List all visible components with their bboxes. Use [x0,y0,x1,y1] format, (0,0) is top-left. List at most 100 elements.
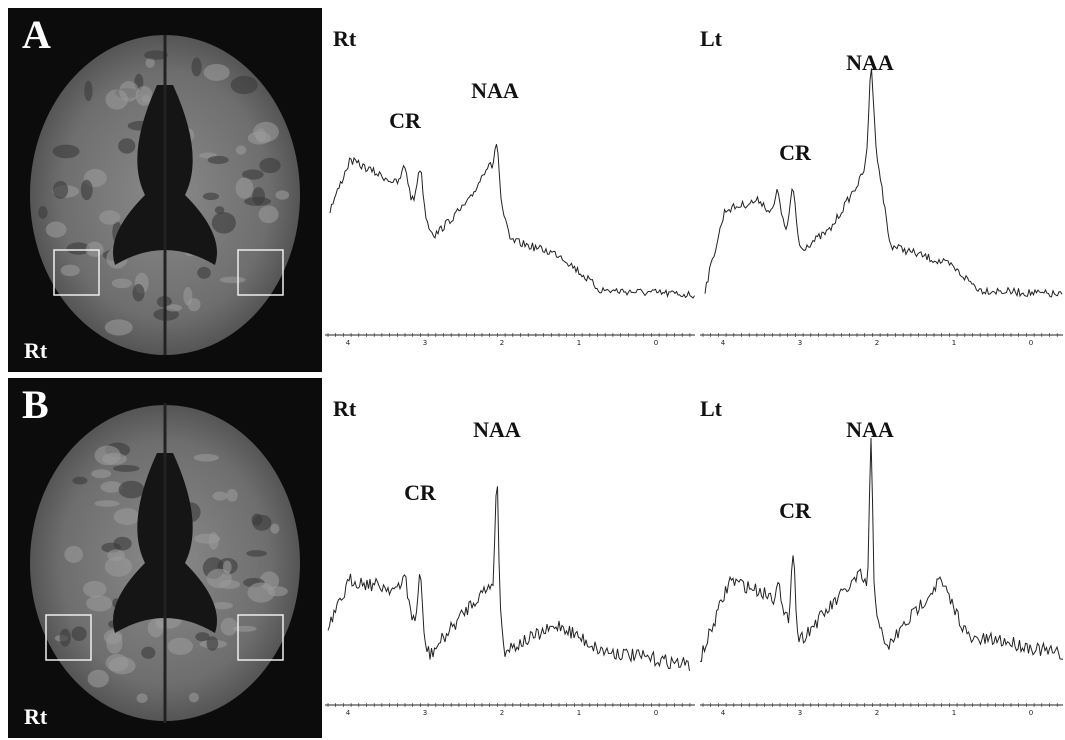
brain-texture [235,145,247,155]
peak-label: CR [779,498,812,523]
image-side-label: Rt [24,704,48,729]
brain-texture [203,63,230,81]
brain-texture [194,533,221,544]
brain-texture [195,632,210,642]
ppm-tick-label: 0 [1029,339,1033,347]
roi-box [45,614,92,661]
brain-texture [230,75,258,95]
brain-texture [211,601,233,610]
ppm-tick-label: 4 [346,709,351,717]
brain-texture [111,278,133,289]
brain-texture [165,304,182,312]
brain-texture [99,210,121,225]
brain-texture [211,212,236,234]
ppm-tick-label: 1 [577,339,581,347]
brain-texture [212,491,228,501]
brain-texture [118,138,136,154]
brain-texture [86,595,113,612]
spectrum-side: Rt [333,26,357,51]
ppm-tick-label: 4 [721,339,726,347]
brain-texture [191,57,202,77]
brain-texture [60,264,80,277]
panel-label: B [22,382,49,427]
brain-texture [100,481,123,493]
ppm-tick-label: 1 [952,339,956,347]
spectrum-side: Lt [700,396,723,421]
brain-texture [219,276,246,284]
peak-label: NAA [471,78,519,103]
brain-texture [275,190,290,200]
brain-texture [267,586,288,597]
brain-texture [226,488,238,502]
brain-texture [106,632,123,654]
brain-texture [202,192,220,201]
brain-texture [84,80,93,102]
brain-texture [135,85,153,106]
peak-label: CR [389,108,422,133]
brain-texture [206,568,232,589]
peak-label: CR [779,140,812,165]
ppm-tick-label: 0 [1029,709,1033,717]
brain-texture [112,464,140,472]
roi-box [237,249,284,296]
ppm-tick-label: 3 [423,339,427,347]
brain-texture [87,669,109,688]
ppm-tick-label: 3 [798,709,802,717]
peak-label: NAA [473,417,521,442]
brain-texture [141,646,156,659]
brain-texture [94,500,120,507]
brain-texture [242,169,264,180]
brain-texture [45,221,67,238]
ppm-tick-label: 1 [577,709,581,717]
ppm-tick-label: 4 [721,709,726,717]
ppm-tick-label: 1 [952,709,956,717]
ppm-tick-label: 0 [654,339,658,347]
brain-texture [52,180,69,199]
brain-texture [235,177,254,199]
brain-texture [197,266,211,279]
brain-texture [72,476,88,485]
brain-texture [193,453,219,462]
ppm-tick-label: 0 [654,709,658,717]
spectrum-line [699,437,1064,662]
brain-texture [187,297,201,312]
spectrum-side: Rt [333,396,357,421]
brain-texture [145,57,155,69]
brain-texture [105,89,129,110]
brain-texture [108,656,136,675]
brain-texture [71,626,87,641]
brain-texture [144,50,168,60]
brain-texture [188,692,199,703]
peak-label: NAA [846,417,894,442]
brain-texture [155,616,166,630]
brain-texture [207,155,229,165]
brain-texture [132,284,145,302]
spectrum-line [327,486,690,671]
brain-texture [66,242,91,255]
ppm-tick-label: 3 [798,339,802,347]
roi-box [237,614,284,661]
ppm-tick-label: 2 [500,709,504,717]
brain-texture [91,469,112,479]
brain-texture [252,514,272,531]
brain-texture [214,206,225,214]
roi-box [53,249,100,296]
ppm-tick-label: 2 [875,709,879,717]
ppm-tick-label: 2 [875,339,879,347]
peak-label: NAA [846,50,894,75]
ppm-tick-label: 4 [346,339,351,347]
brain-texture [136,693,148,704]
brain-texture [220,617,238,636]
spectrum-side: Lt [700,26,723,51]
brain-texture [80,179,93,201]
ppm-tick-label: 3 [423,709,427,717]
brain-texture [244,196,271,206]
brain-texture [118,480,145,499]
brain-texture [94,445,121,466]
brain-texture [270,523,280,534]
brain-texture [104,556,133,577]
brain-texture [206,636,219,651]
brain-texture [52,144,80,159]
brain-texture [247,582,275,603]
